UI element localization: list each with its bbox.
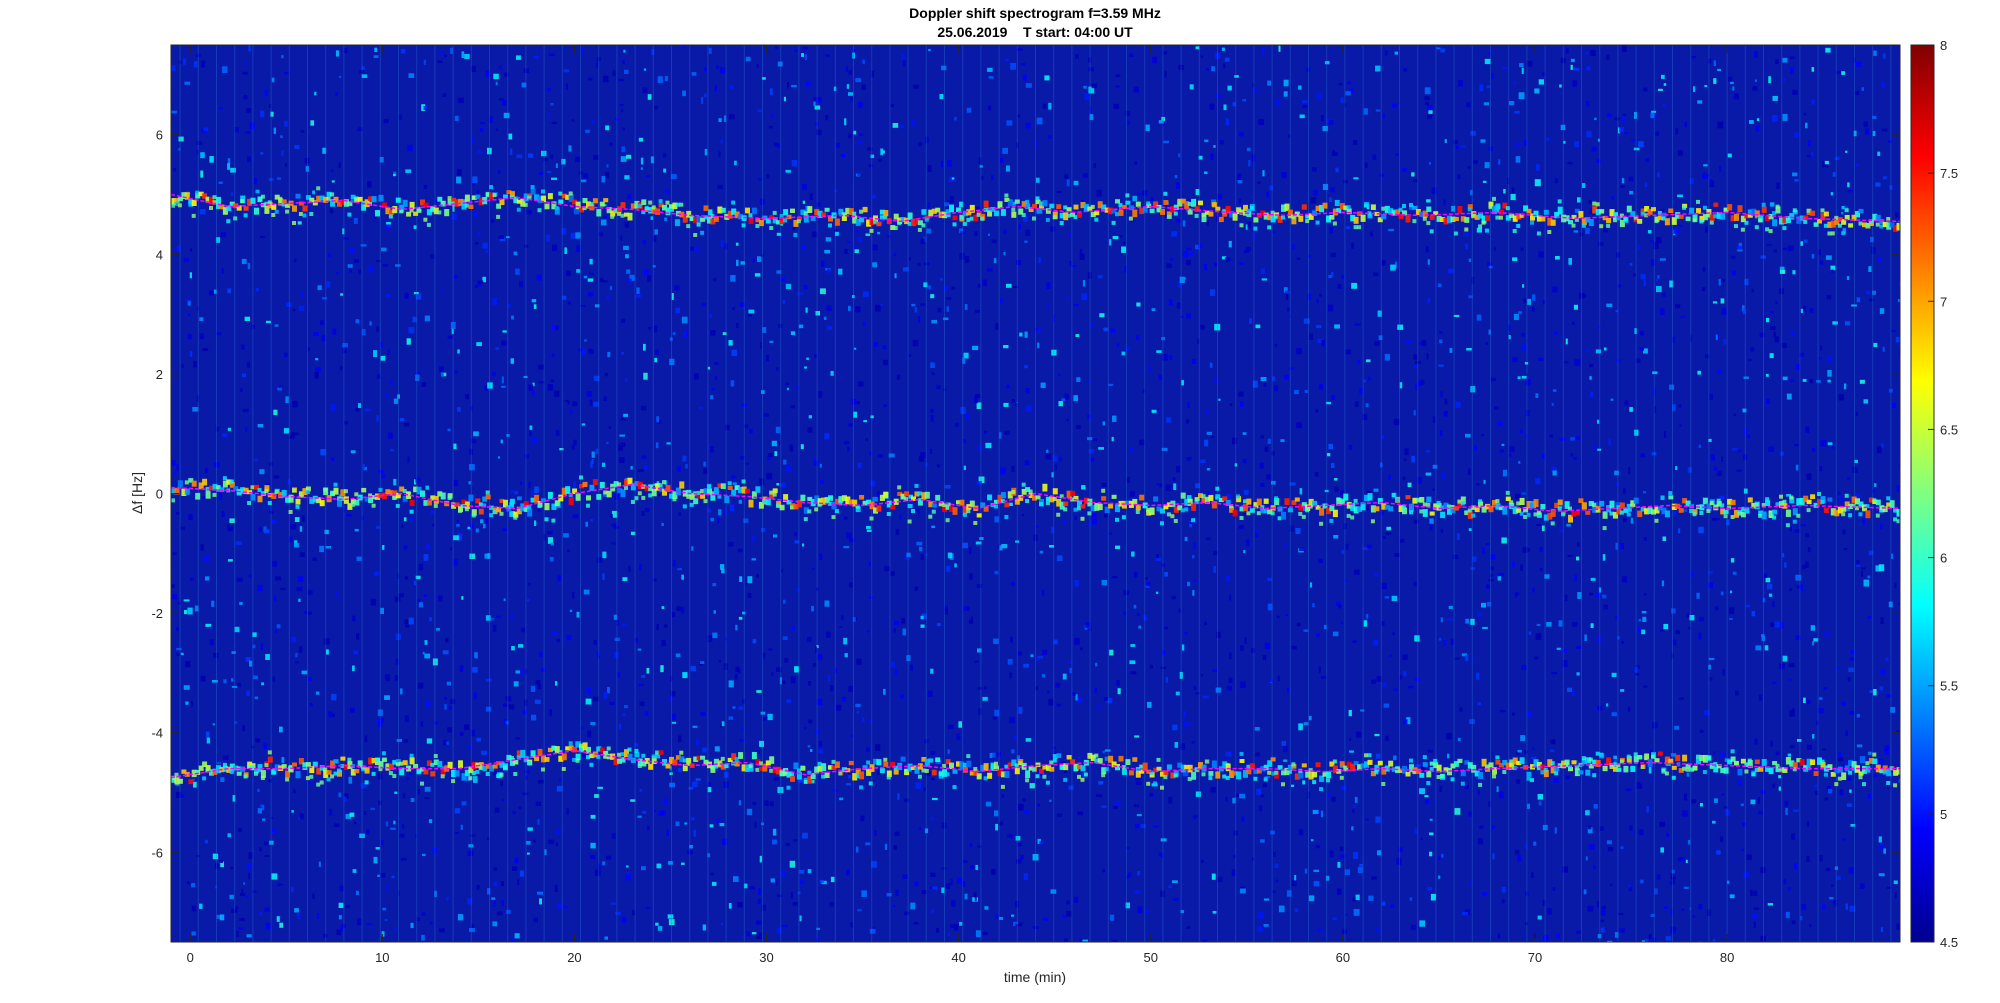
- y-axis: -6 -4 -2 0 2 4 6: [151, 128, 1900, 860]
- colorbar-tick-label: 4.5: [1940, 935, 1958, 950]
- x-tick-label: 60: [1336, 950, 1350, 965]
- x-tick-label: 80: [1720, 950, 1734, 965]
- doppler-traces: [171, 193, 1900, 779]
- colorbar-tick-label: 6.5: [1940, 422, 1958, 437]
- colorbar-tick-label: 7.5: [1940, 166, 1958, 181]
- y-tick-label: 6: [156, 128, 163, 143]
- colorbar-tick-label: 5: [1940, 807, 1947, 822]
- x-axis-label: time (min): [1004, 969, 1066, 985]
- colorbar-ticks: 4.5 5 5.5 6 6.5 7 7.5 8: [1928, 38, 1958, 950]
- chart-title: Doppler shift spectrogram f=3.59 MHz: [909, 5, 1161, 21]
- y-tick-label: -4: [151, 726, 163, 741]
- doppler-trace-3: [171, 749, 1900, 779]
- colorbar-tick-label: 7: [1940, 294, 1947, 309]
- x-tick-label: 50: [1144, 950, 1158, 965]
- y-axis-label: Δf [Hz]: [129, 472, 145, 514]
- y-tick-label: 0: [156, 487, 163, 502]
- x-tick-label: 70: [1528, 950, 1542, 965]
- doppler-trace-2: [171, 483, 1900, 513]
- doppler-trace-1: [171, 193, 1900, 223]
- signal-bands: [171, 185, 1900, 792]
- chart-subtitle: 25.06.2019 T start: 04:00 UT: [937, 24, 1133, 40]
- x-tick-label: 20: [567, 950, 581, 965]
- time-boundary-stripes: [179, 45, 1892, 942]
- plot-area: [170, 44, 1901, 943]
- colorbar-tick-label: 8: [1940, 38, 1947, 53]
- x-tick-label: 30: [759, 950, 773, 965]
- colorbar-tick-label: 5.5: [1940, 679, 1958, 694]
- colorbar-gradient: [1910, 44, 1935, 943]
- y-tick-label: 2: [156, 367, 163, 382]
- x-tick-label: 40: [951, 950, 965, 965]
- y-tick-label: 4: [156, 247, 163, 262]
- colorbar: 4.5 5 5.5 6 6.5 7 7.5 8: [1910, 38, 1958, 950]
- x-tick-label: 10: [375, 950, 389, 965]
- y-tick-label: -2: [151, 606, 163, 621]
- x-axis: 0 10 20 30 40 50 60 70 80: [187, 45, 1734, 965]
- y-tick-label: -6: [151, 845, 163, 860]
- x-tick-label: 0: [187, 950, 194, 965]
- colorbar-tick-label: 6: [1940, 551, 1947, 566]
